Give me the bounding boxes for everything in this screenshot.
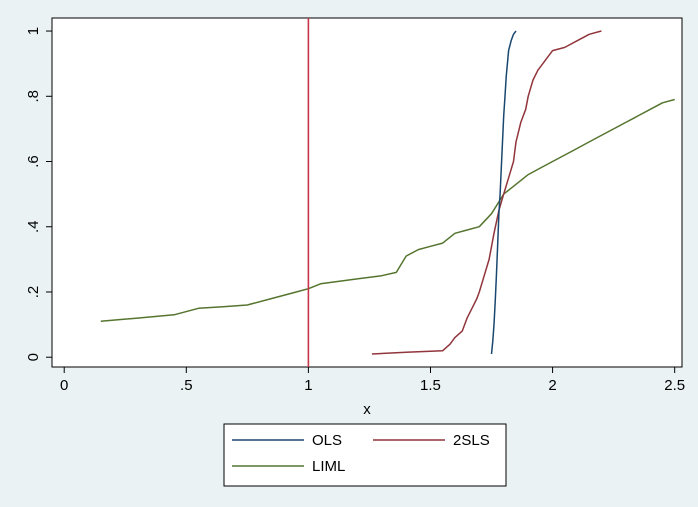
legend-label-ols: OLS	[312, 432, 342, 449]
y-tick-label: .8	[25, 90, 42, 103]
x-tick-label: 1.5	[420, 377, 441, 394]
legend-box	[223, 423, 507, 487]
y-tick-label: .6	[25, 155, 42, 168]
series-layer	[100, 18, 675, 367]
x-tick-label: 1	[304, 377, 312, 394]
x-tick-label: .5	[180, 377, 193, 394]
x-axis: 0 .5 1 1.5 2 2.5	[60, 367, 685, 394]
y-tick-label: .2	[25, 286, 42, 299]
y-tick-label: 0	[25, 353, 42, 361]
legend: OLS 2SLS LIML	[223, 423, 507, 487]
series-line-ols	[490, 30, 517, 355]
legend-label-liml: LIML	[312, 458, 345, 475]
x-axis-title: x	[363, 401, 371, 418]
legend-label-2sls: 2SLS	[453, 432, 490, 449]
plot-area	[51, 17, 683, 368]
y-tick-label: .4	[25, 220, 42, 233]
y-axis: 0 .2 .4 .6 .8 1	[25, 27, 52, 361]
x-tick-label: 2.5	[664, 377, 685, 394]
x-tick-label: 0	[60, 377, 68, 394]
y-tick-label: 1	[25, 27, 42, 35]
x-tick-label: 2	[548, 377, 556, 394]
series-line-liml	[100, 98, 675, 323]
series-line-2sls	[371, 30, 602, 355]
